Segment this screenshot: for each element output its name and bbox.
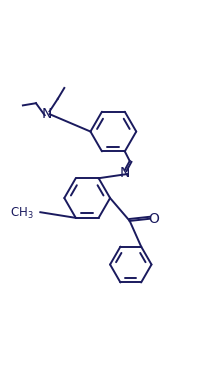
Text: O: O <box>148 212 159 226</box>
Text: N: N <box>120 166 130 180</box>
Text: CH$_3$: CH$_3$ <box>10 206 34 221</box>
Text: N: N <box>42 107 52 121</box>
